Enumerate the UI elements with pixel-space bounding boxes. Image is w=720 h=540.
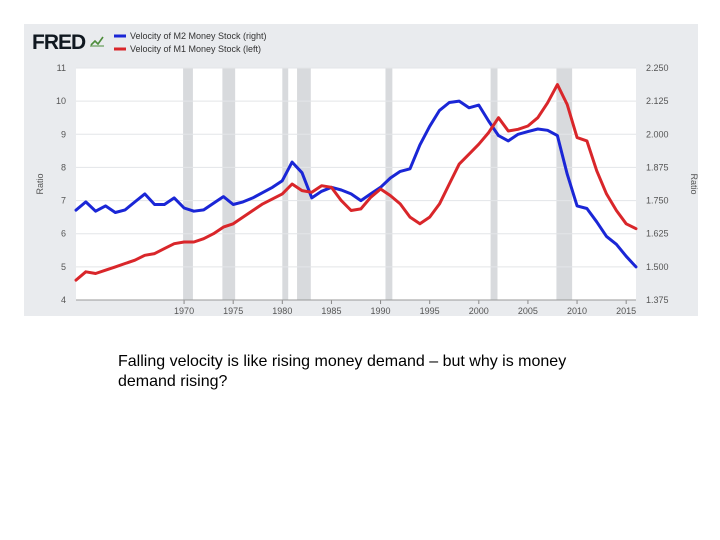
left-tick-label: 4: [61, 295, 66, 305]
chart-panel: 4 1.375 5 1.500 6 1.625 7 1.750 8 1.875 9 2.000 10 2.…: [24, 24, 698, 316]
x-tick-label: 1990: [371, 306, 391, 316]
recession-shading: [183, 68, 573, 300]
right-tick-label: 1.375: [646, 295, 669, 305]
recession-band-0: [183, 68, 193, 300]
left-tick-label: 10: [56, 96, 66, 106]
axes: 4 1.375 5 1.500 6 1.625 7 1.750 8 1.875 9 2.000 10 2.…: [56, 63, 669, 316]
right-tick-label: 2.000: [646, 129, 669, 139]
right-tick-label: 1.500: [646, 262, 669, 272]
recession-band-2: [282, 68, 289, 300]
x-tick-label: 1980: [272, 306, 292, 316]
x-tick-label: 1995: [420, 306, 440, 316]
recession-band-1: [222, 68, 236, 300]
recession-band-6: [556, 68, 573, 300]
legend-label-m2: Velocity of M2 Money Stock (right): [130, 31, 267, 41]
recession-band-4: [385, 68, 393, 300]
x-tick-label: 2015: [616, 306, 636, 316]
right-tick-label: 2.125: [646, 96, 669, 106]
left-tick-label: 6: [61, 229, 66, 239]
left-tick-label: 5: [61, 262, 66, 272]
plot-area: [76, 68, 636, 300]
x-tick-label: 2010: [567, 306, 587, 316]
right-tick-label: 1.750: [646, 196, 669, 206]
fred-logo: FRED: [32, 31, 86, 54]
series-line-m2: [74, 99, 638, 269]
x-tick-label: 1970: [174, 306, 194, 316]
slide-caption: Falling velocity is like rising money de…: [118, 353, 567, 390]
right-tick-label: 1.875: [646, 162, 669, 172]
x-tick-label: 2005: [518, 306, 538, 316]
left-axis-title: Ratio: [35, 173, 45, 194]
legend: Velocity of M2 Money Stock (right) Veloc…: [114, 31, 267, 54]
left-tick-label: 11: [57, 63, 66, 73]
x-tick-label: 1985: [321, 306, 341, 316]
series-lines: [74, 83, 638, 282]
right-axis-title: Ratio: [689, 173, 698, 194]
velocity-chart: 4 1.375 5 1.500 6 1.625 7 1.750 8 1.875 9 2.000 10 2.…: [32, 31, 698, 316]
left-tick-label: 7: [61, 196, 66, 206]
right-tick-label: 2.250: [646, 63, 669, 73]
x-tick-label: 1975: [223, 306, 243, 316]
fred-logo-graph-icon: [90, 36, 104, 47]
right-tick-label: 1.625: [646, 229, 669, 239]
left-tick-label: 8: [61, 162, 66, 172]
recession-band-5: [490, 68, 498, 300]
legend-label-m1: Velocity of M1 Money Stock (left): [130, 44, 261, 54]
series-line-m1: [74, 83, 638, 282]
grid-lines: [76, 67, 636, 301]
recession-band-3: [297, 68, 311, 300]
left-tick-label: 9: [61, 129, 66, 139]
x-tick-label: 2000: [469, 306, 489, 316]
